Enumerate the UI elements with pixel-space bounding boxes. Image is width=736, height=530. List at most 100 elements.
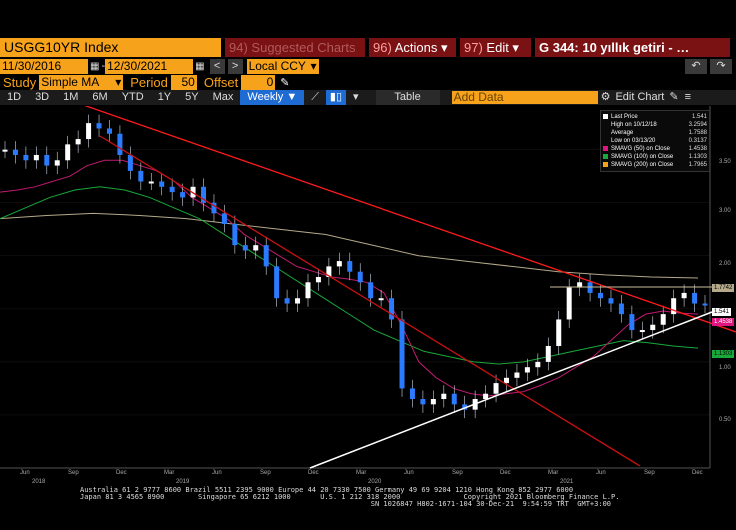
more-icon[interactable]: ≡ [684, 91, 691, 103]
period-field[interactable]: 50 [170, 74, 197, 90]
price-candle [462, 404, 468, 410]
end-date-field[interactable]: 12/30/2021 [105, 58, 194, 74]
range-ytd-button[interactable]: YTD [121, 91, 144, 103]
range-3d-button[interactable]: 3D [35, 91, 50, 103]
range-1d-button[interactable]: 1D [7, 91, 22, 103]
prev-period-button[interactable]: < [209, 58, 225, 74]
pencil-icon[interactable]: ✎ [280, 76, 290, 89]
x-tick-label: Sep [68, 470, 79, 476]
study-bar: Study Simple MA ▾ Period 50 Offset 0 ✎ [0, 74, 736, 90]
legend-row[interactable]: SMAVG (50) on Close 1.4538 [603, 145, 707, 153]
legend-row[interactable]: Last Price 1.541 [603, 113, 707, 121]
settings-icon[interactable]: ⚙ [600, 91, 611, 103]
sma-100-line [0, 186, 699, 365]
legend-label: SMAVG (200) on Close [611, 162, 674, 168]
price-candle [608, 298, 614, 304]
price-candle [326, 266, 332, 277]
ticker-field[interactable]: USGG10YR Index [0, 38, 221, 57]
range-max-button[interactable]: Max [212, 91, 234, 103]
legend-swatch [603, 153, 608, 159]
calendar-icon[interactable]: ▦ [90, 60, 100, 72]
undo-button[interactable]: ↶ [685, 58, 707, 74]
date-range-bar: 11/30/2016 ▦ - 12/30/2021 ▦ < > Local CC… [0, 58, 736, 74]
legend-row[interactable]: SMAVG (200) on Close 1.7965 [603, 161, 707, 169]
price-candle [148, 181, 154, 184]
trendline-red-2[interactable] [99, 135, 641, 467]
price-candle [33, 154, 39, 161]
legend-swatch [603, 161, 608, 167]
x-tick-label: Mar [164, 470, 175, 476]
actions-button[interactable]: 96) Actions ▾ [369, 38, 456, 57]
range-6m-button[interactable]: 6M [92, 91, 108, 103]
add-data-input[interactable]: Add Data [451, 91, 598, 104]
trendline-white[interactable] [309, 311, 713, 469]
legend-label: High on 10/12/18 [611, 122, 657, 128]
chart-legend[interactable]: Last Price 1.541 High on 10/12/18 3.2594 Ave… [600, 110, 710, 172]
candlestick-icon[interactable]: ▮▯ [325, 90, 347, 105]
legend-value: 1.4538 [688, 146, 707, 152]
calendar-icon[interactable]: ▦ [195, 60, 205, 72]
legend-swatch [603, 145, 608, 151]
legend-value: 1.7588 [688, 130, 707, 136]
trendline-red-1[interactable] [0, 106, 736, 333]
y-tick-label: 3.00 [719, 208, 731, 214]
legend-label: Low on 03/13/20 [611, 138, 656, 144]
price-candle [86, 123, 92, 140]
offset-field[interactable]: 0 [241, 74, 276, 90]
legend-value: 1.7965 [688, 162, 707, 168]
price-candle [420, 399, 426, 405]
price-tag-sma100: 1.1303 [712, 350, 735, 358]
price-candle [159, 181, 165, 187]
price-candle [441, 393, 447, 400]
chart-toolbar: 1D 3D 1M 6M YTD 1Y 5Y Max Weekly ▼ ⟋ ▮▯ … [0, 90, 736, 105]
price-candle [451, 393, 457, 405]
price-chart[interactable] [0, 106, 736, 518]
legend-value: 1.1303 [688, 154, 707, 160]
currency-select[interactable]: Local CCY ▾ [246, 58, 319, 74]
legend-swatch [603, 113, 608, 119]
legend-label: SMAVG (100) on Close [611, 154, 674, 160]
x-tick-label: Jun [212, 470, 222, 476]
frequency-select[interactable]: Weekly ▼ [240, 90, 305, 105]
suggested-charts-button[interactable]: 94) Suggested Charts [225, 38, 365, 57]
legend-row[interactable]: High on 10/12/18 3.2594 [603, 121, 707, 129]
dropdown-arrow-icon[interactable]: ▾ [353, 91, 359, 103]
price-candle [65, 144, 71, 161]
price-candle [556, 319, 562, 346]
legend-swatch [603, 130, 608, 135]
price-candle [702, 303, 708, 306]
legend-row[interactable]: Low on 03/13/20 0.3137 [603, 137, 707, 145]
price-candle [483, 393, 489, 400]
x-tick-label: Sep [644, 470, 655, 476]
price-candle [618, 303, 624, 315]
y-tick-label: 2.00 [719, 261, 731, 267]
range-1m-button[interactable]: 1M [63, 91, 79, 103]
edit-chart-button[interactable]: Edit Chart [615, 91, 665, 103]
study-select[interactable]: Simple MA ▾ [39, 74, 124, 90]
price-candle [639, 330, 645, 333]
x-tick-label: Dec [308, 470, 319, 476]
legend-swatch [603, 138, 608, 143]
price-candle [409, 388, 415, 400]
next-period-button[interactable]: > [227, 58, 243, 74]
sma-50-line [0, 159, 699, 397]
x-tick-label: Sep [452, 470, 463, 476]
price-candle [524, 367, 530, 373]
range-5y-button[interactable]: 5Y [185, 91, 199, 103]
redo-button[interactable]: ↷ [710, 58, 732, 74]
range-1y-button[interactable]: 1Y [157, 91, 172, 103]
legend-row[interactable]: SMAVG (100) on Close 1.1303 [603, 153, 707, 161]
price-tag-level: 1.7742 [712, 284, 735, 292]
edit-button[interactable]: 97) Edit ▾ [460, 38, 531, 57]
x-tick-label: Mar [548, 470, 559, 476]
price-candle [221, 213, 227, 224]
start-date-field[interactable]: 11/30/2016 [0, 58, 88, 74]
edit-icon[interactable]: ✎ [669, 91, 679, 103]
price-candle [357, 271, 363, 283]
line-chart-icon[interactable]: ⟋ [311, 91, 319, 103]
x-tick-label: Jun [20, 470, 30, 476]
header-bar: USGG10YR Index 94) Suggested Charts 96) … [0, 38, 736, 57]
table-button[interactable]: Table [375, 90, 440, 105]
x-year-label: 2019 [176, 479, 190, 485]
legend-row[interactable]: Average 1.7588 [603, 129, 707, 137]
